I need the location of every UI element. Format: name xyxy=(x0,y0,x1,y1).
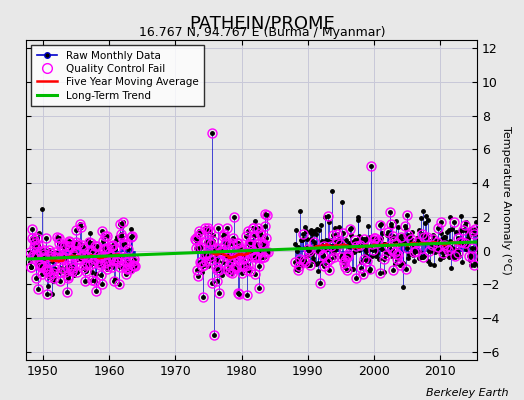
Text: 16.767 N, 94.767 E (Burma / Myanmar): 16.767 N, 94.767 E (Burma / Myanmar) xyxy=(139,26,385,39)
Text: PATHEIN/PROME: PATHEIN/PROME xyxy=(189,14,335,32)
Legend: Raw Monthly Data, Quality Control Fail, Five Year Moving Average, Long-Term Tren: Raw Monthly Data, Quality Control Fail, … xyxy=(31,45,204,106)
Y-axis label: Temperature Anomaly (°C): Temperature Anomaly (°C) xyxy=(501,126,511,274)
Text: Berkeley Earth: Berkeley Earth xyxy=(426,388,508,398)
